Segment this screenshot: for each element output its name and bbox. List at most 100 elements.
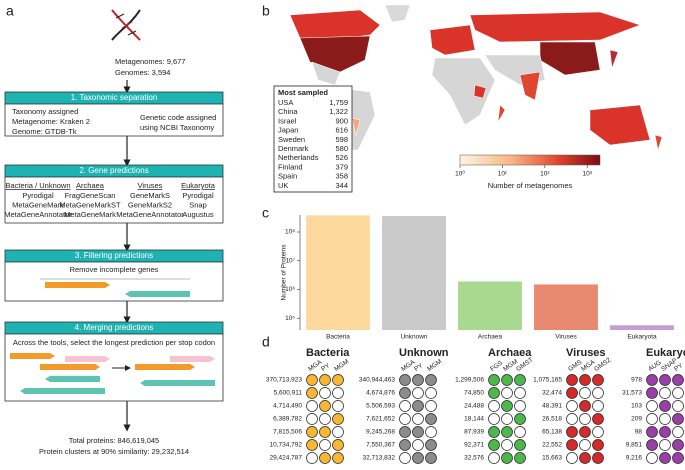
step-text: Genetic code assigned — [140, 113, 216, 122]
row-count: 98 — [635, 429, 643, 436]
set-dot — [488, 374, 500, 386]
set-dot — [579, 439, 591, 451]
row-count: 209 — [631, 416, 642, 423]
tool-name: Pyrodigal — [182, 191, 214, 200]
set-dot — [566, 439, 578, 451]
set-dot — [412, 413, 424, 425]
input-count: Metagenomes: 9,677 — [115, 57, 185, 66]
group-title: Eukaryota — [646, 347, 685, 359]
row-count: 1,299,506 — [455, 377, 484, 384]
row-count: 4,714,490 — [273, 403, 302, 410]
y-tick-label: 10⁸ — [285, 229, 295, 236]
row-count: 10,734,792 — [269, 442, 302, 449]
set-dot — [579, 426, 591, 438]
tool-name: MetaGeneMark — [64, 210, 116, 219]
step-title: 1. Taxonomic separation — [71, 93, 158, 102]
tool-label: GMST — [515, 357, 534, 374]
country: Spain — [278, 172, 297, 181]
set-dot — [501, 426, 513, 438]
set-dot — [488, 387, 500, 399]
set-dot — [319, 387, 331, 399]
set-dot — [646, 439, 658, 451]
output-count: Total proteins: 846,619,045 — [69, 436, 159, 445]
set-dot — [306, 400, 318, 412]
set-dot — [579, 374, 591, 386]
set-dot — [488, 439, 500, 451]
row-count: 22,552 — [542, 442, 562, 449]
country: Sweden — [278, 135, 305, 144]
y-axis-label: Number of Proteins — [281, 244, 288, 301]
tool-label: MGM — [426, 358, 443, 373]
country: China — [278, 107, 298, 116]
colorbar-tick-label: 10¹ — [498, 171, 508, 178]
set-dot — [488, 413, 500, 425]
row-count: 9,216 — [626, 455, 643, 462]
colorbar-tick-label: 10⁰ — [455, 170, 465, 178]
set-dot — [514, 452, 526, 464]
set-dot — [646, 387, 658, 399]
set-dot — [672, 400, 684, 412]
set-dot — [566, 387, 578, 399]
row-count: 29,424,787 — [269, 455, 302, 462]
row-count: 32,576 — [464, 455, 484, 462]
set-dot — [501, 374, 513, 386]
set-dot — [488, 452, 500, 464]
set-dot — [672, 387, 684, 399]
x-tick-label: Archaea — [478, 334, 503, 341]
country-count: 616 — [335, 126, 348, 135]
tool-name: MetaGeneAnnotator — [4, 210, 72, 219]
input-count: Genomes: 3,594 — [115, 68, 170, 77]
set-dot — [332, 426, 344, 438]
set-dot — [566, 452, 578, 464]
set-dot — [566, 374, 578, 386]
set-dot — [425, 439, 437, 451]
set-dot — [399, 387, 411, 399]
country-count: 379 — [335, 162, 348, 171]
set-dot — [592, 426, 604, 438]
tool-name: Augustus — [182, 210, 214, 219]
set-dot — [332, 387, 344, 399]
set-dot — [488, 400, 500, 412]
set-dot — [425, 426, 437, 438]
country: Israel — [278, 116, 297, 125]
inset-box — [273, 85, 353, 193]
set-dot — [488, 426, 500, 438]
set-dot — [306, 452, 318, 464]
set-dot — [399, 400, 411, 412]
row-count: 9,851 — [626, 442, 643, 449]
colorbar-tick-label: 10² — [540, 171, 550, 178]
country: Denmark — [278, 144, 309, 153]
set-dot — [412, 387, 424, 399]
set-dot — [332, 413, 344, 425]
set-dot — [579, 387, 591, 399]
row-count: 9,245,268 — [366, 429, 395, 436]
set-dot — [579, 400, 591, 412]
set-dot — [672, 426, 684, 438]
set-dot — [306, 413, 318, 425]
tool-name: Pyrodigal — [22, 191, 54, 200]
row-count: 24,488 — [464, 403, 484, 410]
set-dot — [399, 374, 411, 386]
row-count: 32,474 — [542, 390, 562, 397]
country-count: 1,322 — [329, 107, 348, 116]
inset-title: Most sampled — [278, 88, 328, 97]
set-dot — [514, 400, 526, 412]
column-header: Bacteria / Unknown — [5, 181, 70, 190]
row-count: 978 — [631, 377, 642, 384]
set-dot — [592, 374, 604, 386]
tool-label: PY — [673, 362, 685, 373]
tool-label: GMS2 — [593, 357, 612, 374]
row-count: 7,815,506 — [273, 429, 302, 436]
step-text: Genome: GTDB-Tk — [12, 127, 77, 136]
set-dot — [332, 439, 344, 451]
country: UK — [278, 181, 288, 190]
set-dot — [646, 413, 658, 425]
step-text: Remove incomplete genes — [70, 265, 159, 274]
group-title: Bacteria — [306, 347, 350, 359]
tool-name: MetaGeneMarkST — [59, 200, 121, 209]
row-count: 103 — [631, 403, 642, 410]
step-text: using NCBI Taxonomy — [140, 123, 214, 132]
set-dot — [646, 452, 658, 464]
row-count: 92,371 — [464, 442, 484, 449]
